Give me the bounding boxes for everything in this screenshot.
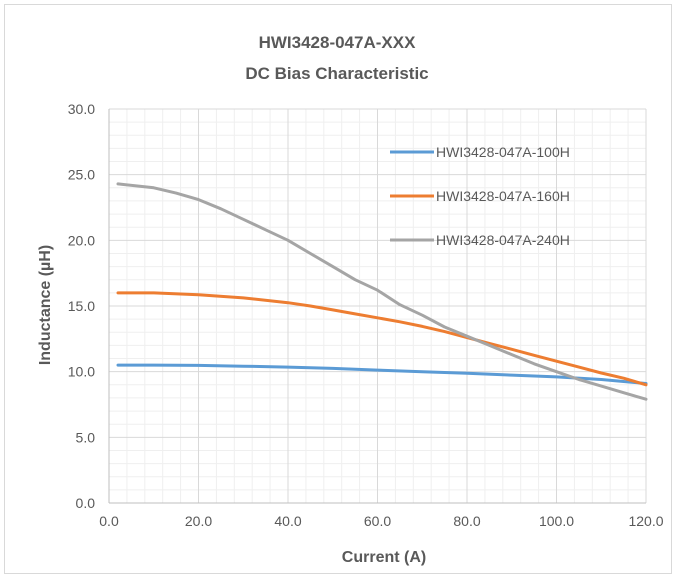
- x-tick-label: 0.0: [99, 513, 119, 529]
- chart-subtitle: DC Bias Characteristic: [245, 64, 428, 83]
- x-tick-label: 100.0: [539, 513, 574, 529]
- x-tick-label: 120.0: [628, 513, 663, 529]
- y-tick-label: 10.0: [68, 364, 95, 380]
- series-line-3: [116, 182, 648, 401]
- legend-label-2: HWI3428-047A-160H: [436, 188, 570, 204]
- x-tick-label: 40.0: [274, 513, 301, 529]
- y-tick-label: 0.0: [76, 495, 96, 511]
- legend-label-1: HWI3428-047A-100H: [436, 144, 570, 160]
- y-tick-label: 20.0: [68, 232, 95, 248]
- chart-frame: [4, 4, 672, 574]
- y-tick-label: 15.0: [68, 298, 95, 314]
- legend-label-3: HWI3428-047A-240H: [436, 232, 570, 248]
- y-tick-label: 25.0: [68, 167, 95, 183]
- y-tick-label: 30.0: [68, 101, 95, 117]
- x-tick-label: 80.0: [453, 513, 480, 529]
- series-line-2: [116, 291, 648, 387]
- y-tick-label: 5.0: [76, 429, 96, 445]
- series-line-1: [116, 363, 648, 385]
- x-tick-label: 60.0: [364, 513, 391, 529]
- y-axis-label: Inductance (µH): [37, 245, 54, 365]
- x-tick-label: 20.0: [185, 513, 212, 529]
- x-axis-label: Current (A): [342, 549, 426, 566]
- chart-title: HWI3428-047A-XXX: [259, 33, 417, 52]
